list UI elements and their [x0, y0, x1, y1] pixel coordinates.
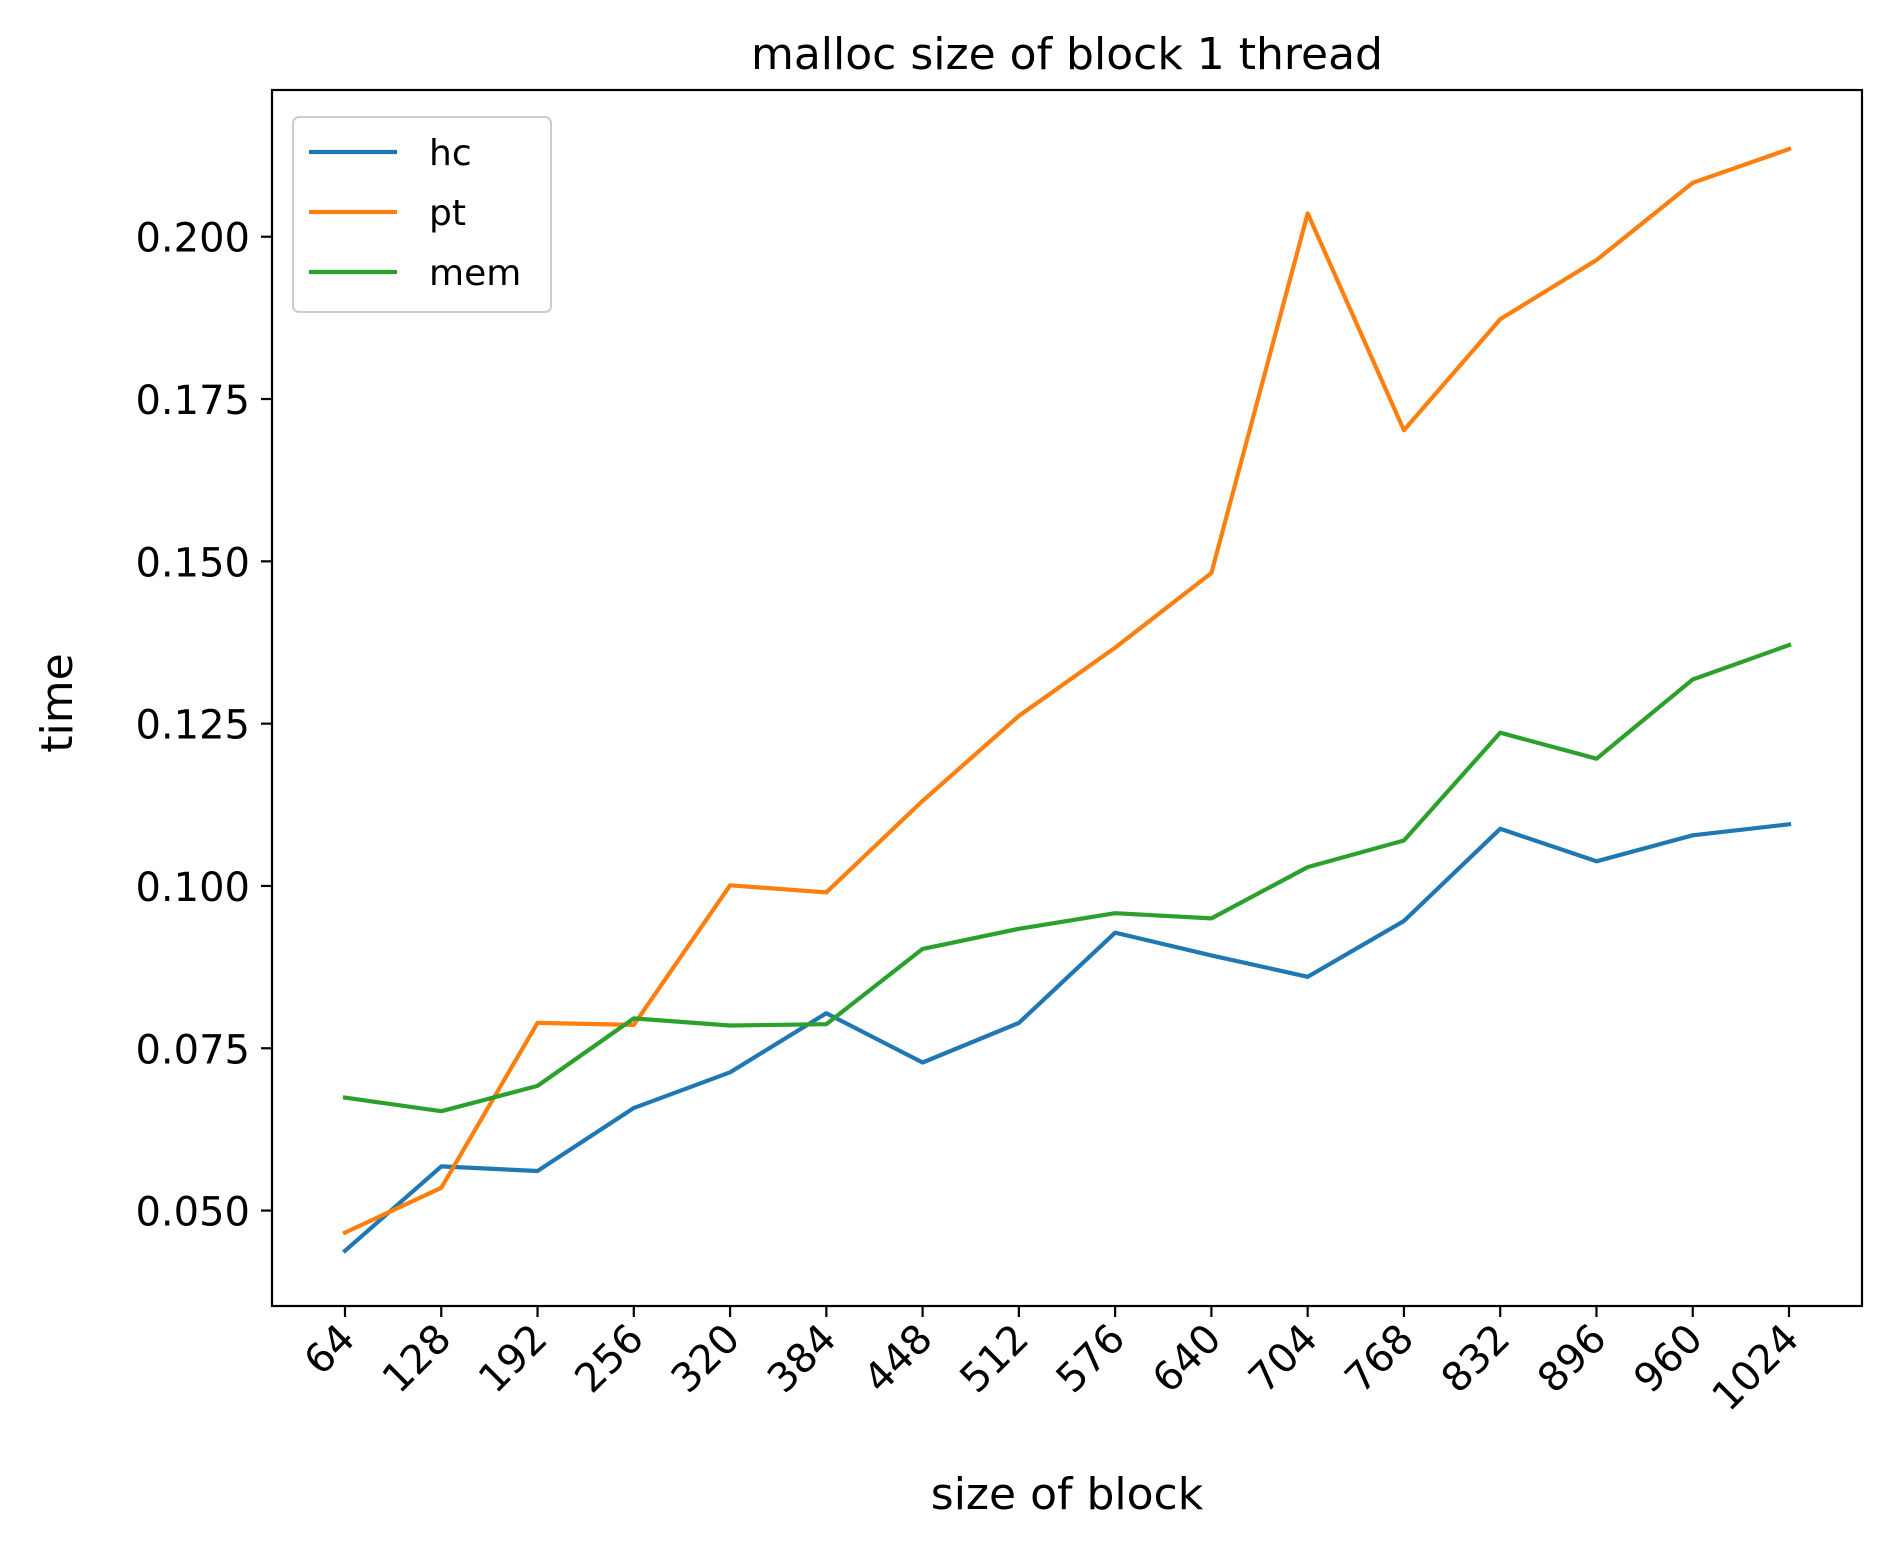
- plot-frame: [270, 88, 1864, 1308]
- y-tick-label: 0.175: [135, 378, 250, 424]
- x-axis-label: size of block: [931, 1469, 1204, 1520]
- y-axis-label: time: [32, 653, 83, 752]
- series-line-mem: [342, 642, 1792, 1114]
- y-tick-label: 0.075: [135, 1027, 250, 1073]
- series-line-hc: [342, 821, 1792, 1254]
- legend-label-hc: hc: [429, 133, 472, 174]
- y-tick-label: 0.050: [135, 1190, 250, 1236]
- y-tick-label: 0.125: [135, 703, 250, 749]
- chart-title: malloc size of block 1 thread: [751, 29, 1383, 80]
- y-tick-label: 0.150: [135, 540, 250, 586]
- y-tick-label: 0.100: [135, 865, 250, 911]
- series-line-pt: [342, 146, 1792, 1236]
- y-tick-label: 0.200: [135, 216, 250, 262]
- legend-box: [292, 116, 552, 313]
- legend-label-pt: pt: [429, 193, 466, 234]
- legend-label-mem: mem: [429, 253, 521, 294]
